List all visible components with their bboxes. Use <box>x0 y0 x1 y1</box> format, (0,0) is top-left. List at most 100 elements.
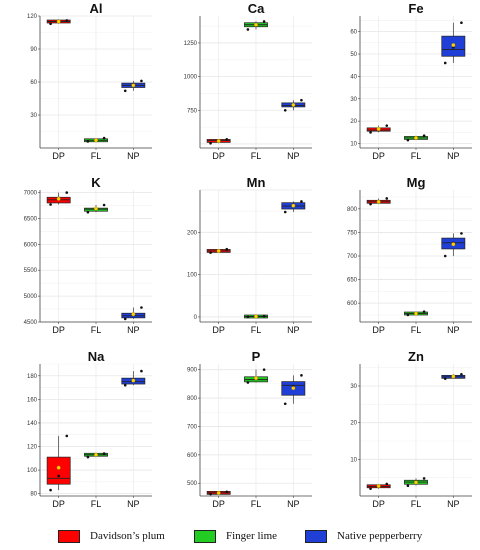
data-point-np <box>443 254 447 258</box>
legend-label-davidsons-plum: Davidson’s plum <box>90 530 165 542</box>
x-tick-label-fl: FL <box>91 325 102 335</box>
x-tick-label-dp: DP <box>372 151 385 161</box>
mean-marker-np <box>131 378 136 383</box>
data-point-fl <box>406 313 410 317</box>
x-tick-label-np: NP <box>287 151 300 161</box>
y-tick-label: 40 <box>350 74 357 80</box>
y-tick-label: 800 <box>187 396 198 402</box>
panel-svg-na: Na 80 100 120 140 160 180 DP FL NP <box>27 349 152 509</box>
x-tick-label-dp: DP <box>212 499 225 509</box>
box-dp <box>46 456 71 485</box>
panel-title: Fe <box>408 1 423 16</box>
y-tick-label: 50 <box>350 52 357 58</box>
data-point-dp <box>385 124 389 127</box>
data-point-fl <box>86 455 90 459</box>
data-point-fl <box>246 28 250 31</box>
x-tick-label-np: NP <box>287 499 300 509</box>
mean-marker-fl <box>94 206 98 211</box>
legend-swatch-native-pepperberry <box>305 529 327 543</box>
y-tick-label: 0 <box>194 315 198 321</box>
mean-marker-fl <box>94 138 98 143</box>
data-point-fl <box>406 484 410 488</box>
y-tick-label: 600 <box>347 301 358 307</box>
y-tick-label: 5000 <box>24 294 38 300</box>
data-point-fl <box>86 140 90 143</box>
data-point-dp <box>225 490 229 494</box>
y-tick-label: 90 <box>30 47 37 53</box>
panel-svg-p: P 500 600 700 800 900 DP FL NP <box>187 349 312 509</box>
mean-marker-dp <box>216 248 221 253</box>
data-point-np <box>443 377 447 380</box>
y-tick-label: 1000 <box>184 75 198 81</box>
data-point-dp <box>49 488 52 492</box>
data-point-fl <box>422 134 426 137</box>
mean-marker-fl <box>414 135 418 140</box>
data-point-fl <box>102 203 106 207</box>
y-tick-label: 700 <box>347 254 358 260</box>
data-point-dp <box>65 19 69 22</box>
y-tick-label: 140 <box>27 421 38 427</box>
data-point-np <box>140 369 143 373</box>
legend-item-finger-lime: Finger lime <box>194 526 277 546</box>
y-tick-label: 100 <box>27 468 38 474</box>
x-tick-label-np: NP <box>447 325 460 335</box>
data-point-np <box>300 374 303 377</box>
data-point-fl <box>102 136 106 140</box>
panel-zn: Zn 10 20 30 DP FL NP <box>320 348 480 528</box>
mean-marker-np <box>131 83 136 88</box>
data-point-fl <box>102 452 106 455</box>
panel-ca: Ca 750 1000 1250 DP FL NP <box>160 0 320 180</box>
y-tick-label: 10 <box>350 457 357 463</box>
panel-title: Na <box>88 349 105 364</box>
data-point-fl <box>246 315 250 319</box>
y-tick-label: 5500 <box>24 268 38 274</box>
x-tick-label-dp: DP <box>52 325 65 335</box>
panel-na: Na 80 100 120 140 160 180 DP FL NP <box>0 348 160 528</box>
mean-marker-dp <box>56 465 61 470</box>
mean-marker-np <box>131 312 136 317</box>
x-tick-label-fl: FL <box>251 499 262 509</box>
data-point-fl <box>406 138 410 142</box>
panel-al: Al 30 60 90 120 DP FL NP <box>0 0 160 180</box>
data-point-dp <box>369 487 372 490</box>
data-point-dp <box>209 141 212 145</box>
y-tick-label: 650 <box>347 278 358 284</box>
mean-marker-fl <box>254 314 258 319</box>
x-tick-label-np: NP <box>447 499 460 509</box>
x-tick-label-fl: FL <box>411 499 422 509</box>
y-tick-label: 500 <box>187 481 198 487</box>
data-point-fl <box>262 368 266 371</box>
data-point-dp <box>209 251 212 254</box>
panel-svg-al: Al 30 60 90 120 DP FL NP <box>27 1 152 161</box>
mean-marker-fl <box>254 22 258 27</box>
data-point-np <box>123 383 127 387</box>
panel-svg-mg: Mg 600 650 700 750 800 DP FL NP <box>347 175 472 335</box>
mean-marker-fl <box>94 452 98 457</box>
mean-marker-dp <box>376 484 381 489</box>
panel-title: Mg <box>407 175 426 190</box>
y-tick-label: 160 <box>27 397 38 403</box>
x-tick-label-dp: DP <box>212 151 225 161</box>
mean-marker-dp <box>216 490 221 495</box>
mean-marker-np <box>451 43 456 48</box>
x-tick-label-np: NP <box>447 151 460 161</box>
mean-marker-fl <box>254 376 258 381</box>
y-tick-label: 60 <box>30 80 37 86</box>
legend-label-native-pepperberry: Native pepperberry <box>337 530 423 542</box>
y-tick-label: 900 <box>187 368 198 374</box>
data-point-np <box>443 61 447 65</box>
y-tick-label: 30 <box>350 97 357 103</box>
x-tick-label-dp: DP <box>52 499 65 509</box>
legend-item-native-pepperberry: Native pepperberry <box>305 526 422 546</box>
mean-marker-fl <box>414 480 418 485</box>
legend-swatch-davidsons-plum <box>58 529 80 543</box>
panel-title: Mn <box>247 175 266 190</box>
mean-marker-np <box>291 386 296 391</box>
x-tick-label-fl: FL <box>251 151 262 161</box>
panel-mn: Mn 0 100 200 DP FL NP <box>160 174 320 354</box>
mean-marker-dp <box>56 19 61 24</box>
mean-marker-np <box>451 374 456 379</box>
panel-p: P 500 600 700 800 900 DP FL NP <box>160 348 320 528</box>
panel-svg-fe: Fe 10 20 30 40 50 60 DP FL NP <box>350 1 472 161</box>
data-point-fl <box>86 210 90 214</box>
